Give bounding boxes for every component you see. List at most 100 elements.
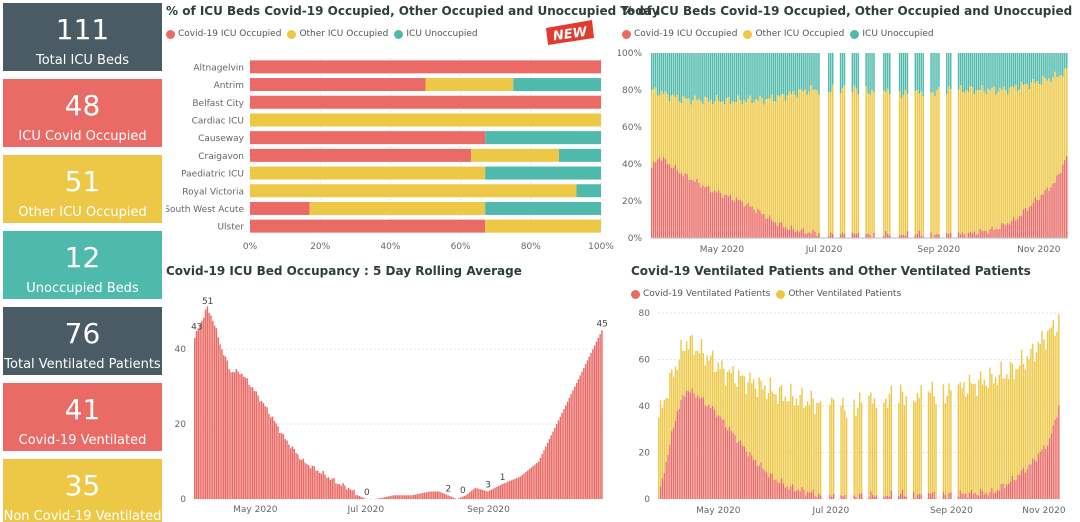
bar-other bbox=[1012, 87, 1015, 217]
bar-covid bbox=[338, 483, 341, 499]
bar-unoccupied bbox=[948, 53, 950, 87]
bar-covid bbox=[1066, 156, 1068, 238]
bar-covid bbox=[959, 234, 962, 238]
bar-unoccupied bbox=[774, 53, 777, 102]
bar-unoccupied bbox=[1040, 53, 1042, 85]
tick-label: 40% bbox=[622, 160, 642, 170]
legend-item-covid-vent[interactable]: Covid-19 Ventilated Patients bbox=[631, 289, 770, 299]
category-label: Causeway bbox=[198, 134, 245, 144]
bar-unoccupied bbox=[843, 53, 846, 86]
bar-other bbox=[1026, 84, 1029, 211]
legend-item-other[interactable]: Other ICU Occupied bbox=[743, 29, 844, 39]
bar-covid bbox=[1032, 203, 1035, 238]
bar-other bbox=[1016, 90, 1019, 219]
data-label: 43 bbox=[191, 322, 202, 332]
bar-covid bbox=[961, 232, 964, 238]
bar-covid bbox=[510, 480, 513, 499]
bar-covid bbox=[1015, 480, 1017, 499]
bar-covid bbox=[890, 490, 893, 499]
bar-covid bbox=[1054, 419, 1056, 499]
bar-other bbox=[993, 86, 995, 230]
bar-covid bbox=[804, 233, 806, 238]
bar-other bbox=[812, 398, 814, 490]
bar-covid bbox=[963, 493, 965, 499]
legend-label: Covid-19 ICU Occupied bbox=[634, 29, 738, 39]
bar-other bbox=[816, 402, 818, 498]
bar-covid bbox=[704, 187, 706, 238]
bar-covid bbox=[798, 232, 800, 238]
bar-other bbox=[1024, 369, 1027, 473]
bar-covid bbox=[684, 173, 686, 238]
legend-item-unoccupied[interactable]: ICU Unoccupied bbox=[394, 29, 478, 39]
bar-other bbox=[948, 86, 950, 235]
bar-covid bbox=[979, 488, 982, 499]
bar-covid bbox=[1043, 445, 1045, 499]
bar-covid bbox=[777, 482, 779, 499]
bar-covid bbox=[298, 459, 301, 499]
bar-other bbox=[957, 384, 960, 497]
bar-unoccupied bbox=[719, 53, 722, 103]
bar-covid bbox=[382, 497, 384, 499]
bar-covid bbox=[930, 232, 932, 238]
legend-ventilated[interactable]: Covid-19 Ventilated Patients Other Venti… bbox=[631, 289, 907, 299]
bar-unoccupied bbox=[812, 53, 814, 90]
legend-item-other[interactable]: Other ICU Occupied bbox=[287, 29, 388, 39]
legend-timeline[interactable]: Covid-19 ICU Occupied Other ICU Occupied… bbox=[622, 29, 940, 39]
bar-other bbox=[715, 95, 718, 193]
kpi-value: 41 bbox=[64, 393, 101, 426]
bar-covid bbox=[949, 233, 952, 238]
kpi-total-ventilated: 76 Total Ventilated Patients bbox=[3, 307, 162, 375]
bar-covid bbox=[427, 491, 429, 499]
tick-label: 20% bbox=[622, 197, 642, 207]
bar-other bbox=[725, 385, 727, 428]
bar-covid bbox=[678, 408, 680, 499]
legend-item-other-vent[interactable]: Other Ventilated Patients bbox=[776, 289, 901, 299]
bar-other bbox=[855, 88, 858, 234]
bar-covid bbox=[575, 382, 578, 499]
bar-covid bbox=[989, 229, 991, 238]
bar-covid bbox=[853, 495, 855, 499]
bar-covid bbox=[422, 493, 424, 499]
bar-covid bbox=[519, 476, 522, 499]
bar-covid bbox=[1048, 191, 1050, 238]
bar-other bbox=[721, 360, 723, 420]
bar-other bbox=[932, 92, 934, 238]
kpi-value: 35 bbox=[64, 469, 101, 502]
bar-covid bbox=[745, 204, 747, 238]
bar-other bbox=[971, 87, 974, 234]
bar-other bbox=[1050, 327, 1053, 434]
bar-covid bbox=[946, 233, 948, 238]
bar-covid bbox=[514, 478, 516, 499]
bar-other bbox=[706, 355, 708, 407]
bar-other bbox=[916, 90, 919, 234]
bar-unoccupied bbox=[755, 53, 757, 100]
bar-other bbox=[796, 97, 799, 231]
legend-item-covid[interactable]: Covid-19 ICU Occupied bbox=[622, 29, 737, 39]
bar-covid bbox=[521, 475, 524, 499]
legend-today[interactable]: Covid-19 ICU Occupied Other ICU Occupied… bbox=[166, 29, 484, 39]
bar-unoccupied bbox=[688, 53, 690, 99]
bar-other bbox=[738, 370, 740, 442]
legend-item-covid[interactable]: Covid-19 ICU Occupied bbox=[166, 29, 281, 39]
bar-covid bbox=[499, 484, 502, 499]
chart-today[interactable]: 0% 20% 40% 60% 80% 100% Altnagelvin Antrim Belfa… bbox=[166, 52, 614, 256]
bar-other bbox=[983, 91, 985, 231]
tick-label: Sep 2020 bbox=[917, 245, 960, 255]
chart-timeline[interactable]: 0% 20% 40% 60% 80% 100% May 2020 Jul 2020 Sep 20… bbox=[618, 46, 1078, 258]
bar-covid bbox=[315, 470, 317, 499]
bar-covid bbox=[221, 349, 223, 499]
bar-other bbox=[831, 397, 833, 497]
bar-unoccupied bbox=[763, 53, 765, 105]
bar-covid bbox=[784, 227, 787, 238]
chart-ventilated[interactable]: 0 20 40 60 80 May 2020 Jul 2020 Sep 2020 Nov 202… bbox=[620, 302, 1078, 518]
bar-covid bbox=[389, 496, 391, 499]
bar-covid bbox=[933, 492, 935, 499]
bar-other bbox=[763, 104, 765, 215]
legend-item-unoccupied[interactable]: ICU Unoccupied bbox=[850, 29, 934, 39]
bar-covid bbox=[532, 466, 534, 499]
legend-label: ICU Unoccupied bbox=[406, 29, 478, 39]
bar-covid bbox=[899, 493, 902, 499]
bar-unoccupied bbox=[949, 53, 952, 90]
bar-covid bbox=[554, 427, 556, 499]
